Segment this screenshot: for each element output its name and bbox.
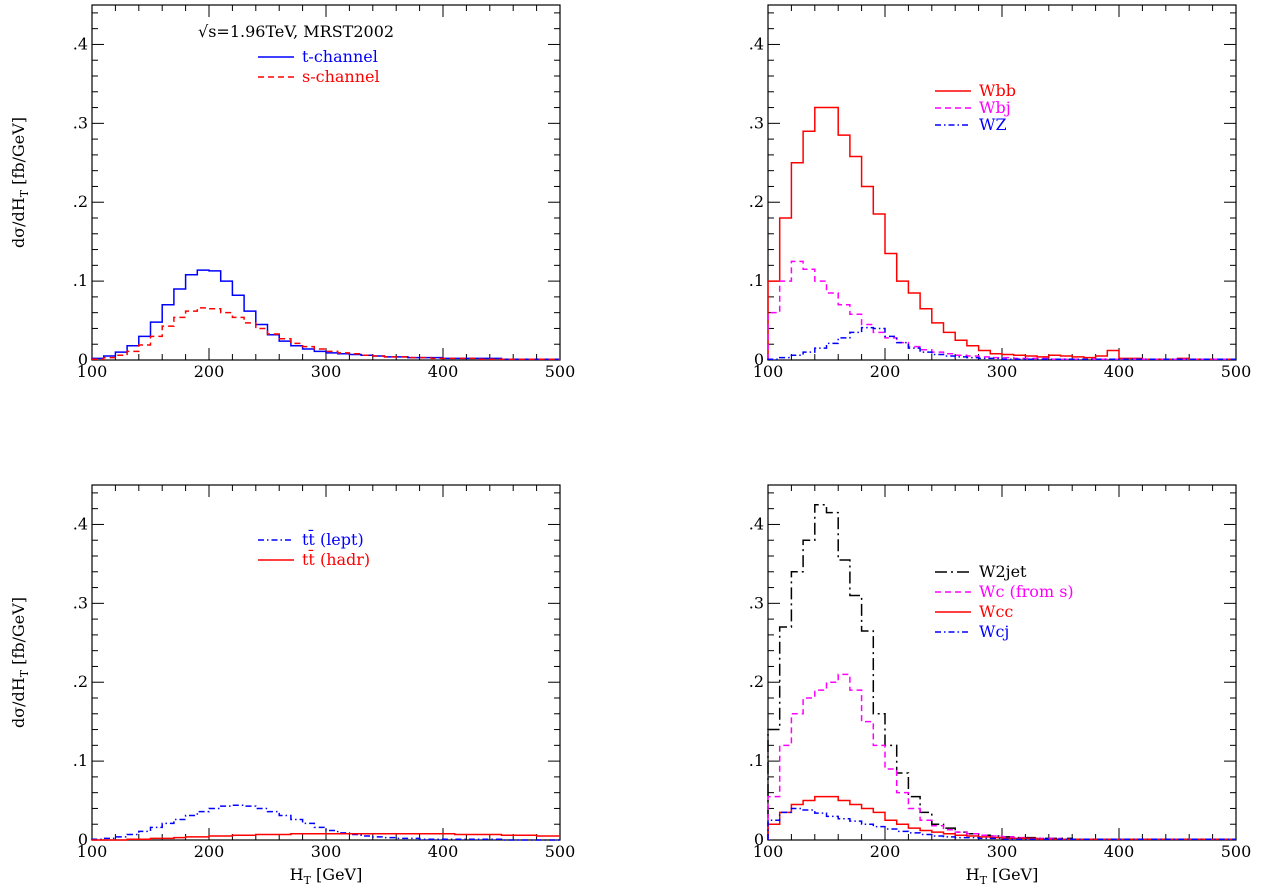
x-tick-label: 400 — [428, 362, 459, 381]
x-tick-label: 300 — [987, 842, 1018, 861]
y-tick-label: .4 — [749, 34, 764, 53]
legend-label: WZ — [979, 115, 1007, 134]
series-line-2 — [767, 673, 1236, 840]
legend-label: W2jet — [979, 562, 1027, 581]
y-tick-label: .2 — [73, 672, 88, 691]
y-tick-label: .1 — [73, 271, 88, 290]
y-tick-label: .1 — [749, 751, 764, 770]
y-tick-label: 0 — [78, 350, 88, 369]
series-line-2 — [92, 832, 560, 841]
y-tick-label: .3 — [73, 593, 88, 612]
x-tick-label: 300 — [311, 362, 342, 381]
series-line-4 — [767, 807, 1236, 840]
legend-label: Wbj — [979, 98, 1011, 117]
legend-label: Wc (from s) — [979, 582, 1074, 601]
y-tick-label: .3 — [749, 593, 764, 612]
y-tick-label: .2 — [749, 672, 764, 691]
x-tick-label: 100 — [77, 362, 108, 381]
legend-label: Wcc — [979, 602, 1013, 621]
x-tick-label: 200 — [870, 362, 901, 381]
plot-frame — [767, 4, 1237, 361]
panel-1: 100 200 300 400 500 0 .1 .2 .3 .4 dσ/dHT [fb/GeV] √… — [9, 4, 576, 381]
series-line-1 — [767, 106, 1236, 360]
series-line-1 — [91, 269, 560, 360]
series-line-2 — [91, 307, 560, 360]
legend-label: t-channel — [302, 47, 378, 66]
energy-annotation: √s=1.96TeV, MRST2002 — [198, 22, 394, 41]
x-tick-label: 200 — [194, 362, 225, 381]
series-line-1 — [767, 503, 1236, 840]
y-tick-label: 0 — [78, 830, 88, 849]
series-line-3 — [767, 326, 1236, 360]
x-tick-label: 200 — [870, 842, 901, 861]
plot-frame — [767, 484, 1237, 841]
y-tick-label: .3 — [749, 113, 764, 132]
x-tick-label: 500 — [1221, 362, 1252, 381]
y-tick-label: .1 — [749, 271, 764, 290]
legend-label: Wcj — [979, 622, 1009, 641]
x-tick-label: 400 — [428, 842, 459, 861]
legend-label: tt̄ (lept) — [302, 528, 364, 549]
y-axis-label: dσ/dHT [fb/GeV] — [9, 117, 31, 248]
x-tick-label: 500 — [1221, 842, 1252, 861]
legend-label: Wbb — [979, 81, 1016, 100]
series-line-1 — [91, 804, 560, 841]
y-tick-label: 0 — [754, 350, 764, 369]
x-tick-label: 100 — [753, 362, 784, 381]
x-tick-label: 200 — [194, 842, 225, 861]
series-line-3 — [767, 795, 1236, 840]
x-tick-label: 300 — [311, 842, 342, 861]
y-tick-label: .2 — [73, 192, 88, 211]
x-tick-label: 500 — [545, 842, 576, 861]
y-tick-label: .4 — [73, 34, 88, 53]
x-tick-label: 500 — [545, 362, 576, 381]
y-tick-label: .2 — [749, 192, 764, 211]
x-axis-label: HT [GeV] — [966, 865, 1039, 887]
series-line-2 — [767, 260, 1236, 360]
panel-4: 100 200 300 400 500 0 .1 .2 .3 .4 HT [GeV] W2jetWc … — [749, 484, 1252, 887]
y-tick-label: .1 — [73, 751, 88, 770]
x-tick-label: 100 — [753, 842, 784, 861]
x-tick-label: 400 — [1104, 362, 1135, 381]
legend-label: tt̄ (hadr) — [302, 548, 370, 569]
y-axis-label: dσ/dHT [fb/GeV] — [9, 597, 31, 728]
panel-3: 100 200 300 400 500 0 .1 .2 .3 .4 dσ/dHT [fb/GeV] H… — [9, 484, 576, 887]
x-axis-label: HT [GeV] — [290, 865, 363, 887]
y-tick-label: .4 — [749, 514, 764, 533]
y-tick-label: .3 — [73, 113, 88, 132]
x-tick-label: 300 — [987, 362, 1018, 381]
y-tick-label: .4 — [73, 514, 88, 533]
x-tick-label: 400 — [1104, 842, 1135, 861]
legend-label: s-channel — [302, 67, 380, 86]
y-tick-label: 0 — [754, 830, 764, 849]
x-tick-label: 100 — [77, 842, 108, 861]
